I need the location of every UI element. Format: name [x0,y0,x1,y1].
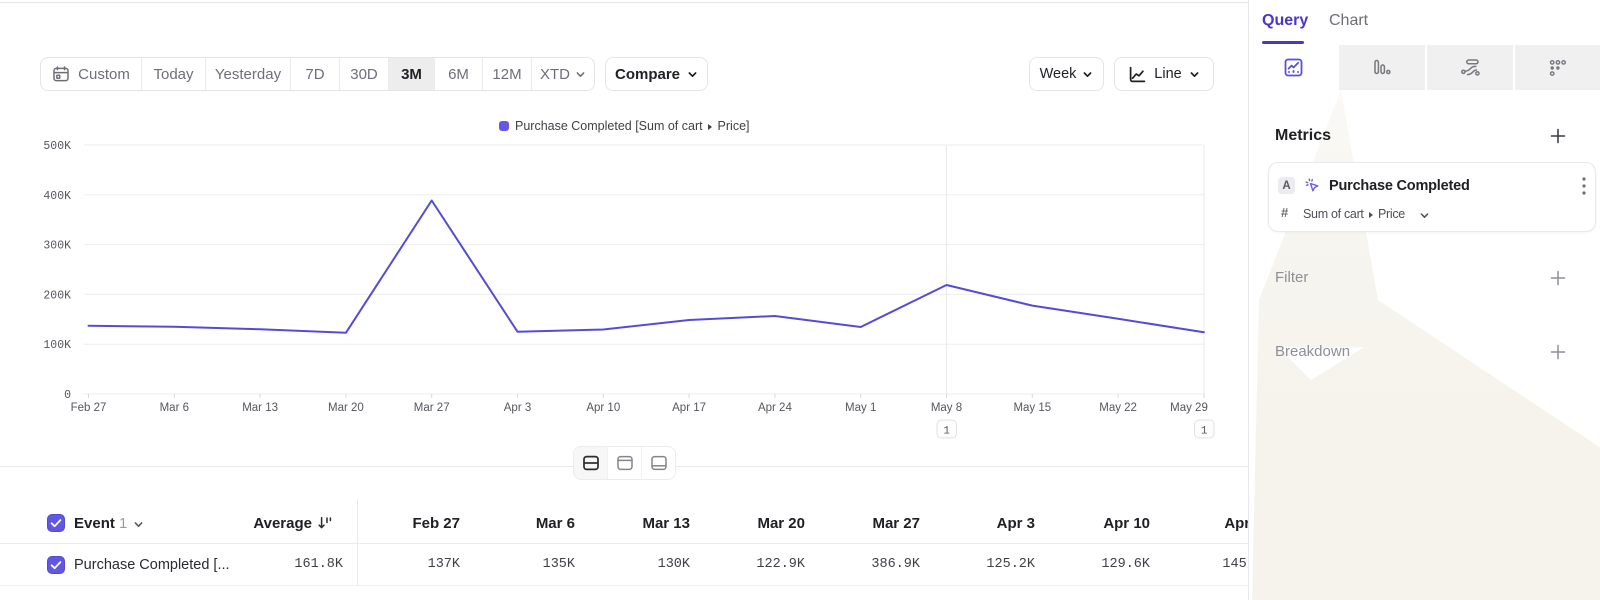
svg-text:May 22: May 22 [1099,402,1137,414]
svg-text:May 15: May 15 [1013,402,1051,414]
svg-text:Apr 17: Apr 17 [672,402,706,414]
svg-text:May 29: May 29 [1170,402,1208,414]
svg-text:Mar 20: Mar 20 [328,402,364,414]
svg-text:May 1: May 1 [845,402,876,414]
svg-text:300K: 300K [43,240,71,253]
svg-text:1: 1 [1201,426,1208,438]
svg-text:Apr 3: Apr 3 [504,402,532,414]
svg-text:100K: 100K [43,339,71,352]
svg-text:Apr 10: Apr 10 [586,402,620,414]
svg-text:400K: 400K [43,190,71,203]
svg-text:Feb 27: Feb 27 [71,402,107,414]
svg-text:Mar 27: Mar 27 [414,402,450,414]
svg-text:May 8: May 8 [931,402,962,414]
svg-text:500K: 500K [43,140,71,153]
svg-text:Mar 13: Mar 13 [242,402,278,414]
svg-text:Mar 6: Mar 6 [160,402,189,414]
svg-text:0: 0 [64,389,71,402]
svg-text:200K: 200K [43,289,71,302]
svg-text:1: 1 [943,426,950,438]
svg-text:Apr 24: Apr 24 [758,402,792,414]
